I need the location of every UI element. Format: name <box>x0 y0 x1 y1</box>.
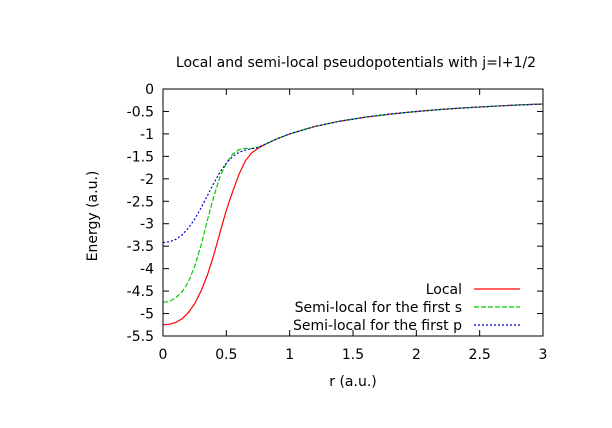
x-tick-label: 2 <box>412 347 421 363</box>
series-line-2 <box>162 103 544 303</box>
x-axis-label: r (a.u.) <box>329 374 376 390</box>
y-tick-label: -1.5 <box>127 149 154 165</box>
y-tick-label: 0 <box>145 82 154 98</box>
x-tick-label: 2.5 <box>469 347 491 363</box>
legend-label-2: Semi-local for the first s <box>295 300 462 316</box>
y-tick-label: -4.5 <box>127 284 154 300</box>
legend-label-3: Semi-local for the first p <box>293 318 462 334</box>
x-tick-label: 1.5 <box>342 347 364 363</box>
series-lines <box>162 103 544 326</box>
x-tick-label: 3 <box>539 347 548 363</box>
axis-ticks: 0 0.5 1 1.5 2 2.5 3 0 -0.5 -1 -1.5 -2 -2.5 -3 -3.5 -4 -4… <box>127 82 548 363</box>
legend: Local Semi-local for the first s Semi-loca… <box>293 282 520 334</box>
series-line-1 <box>162 103 544 326</box>
y-tick-label: -0.5 <box>127 104 154 120</box>
y-tick-label: -5.5 <box>127 329 154 345</box>
chart-title: Local and semi-local pseudopotentials wi… <box>176 55 536 71</box>
x-tick-label: 0.5 <box>215 347 237 363</box>
x-tick-label: 0 <box>159 347 168 363</box>
y-tick-label: -3.5 <box>127 239 154 255</box>
y-tick-label: -5 <box>140 307 154 323</box>
plot-frame <box>162 88 544 337</box>
x-tick-label: 1 <box>285 347 294 363</box>
y-tick-label: -2.5 <box>127 194 154 210</box>
y-tick-label: -4 <box>140 262 154 278</box>
y-tick-label: -1 <box>140 127 154 143</box>
y-tick-label: -2 <box>140 172 154 188</box>
y-tick-label: -3 <box>140 217 154 233</box>
series-line-3 <box>162 103 544 244</box>
y-axis-label: Energy (a.u.) <box>85 171 101 262</box>
legend-label-1: Local <box>426 282 462 298</box>
